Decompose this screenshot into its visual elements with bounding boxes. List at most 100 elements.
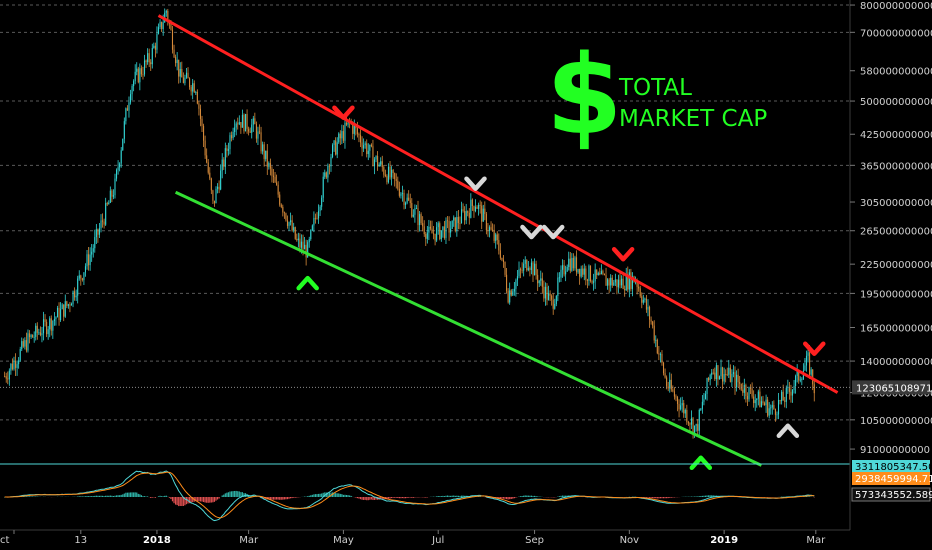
- candle-body: [658, 353, 660, 355]
- indicator-histogram-bar: [314, 494, 317, 497]
- indicator-histogram-bar: [280, 497, 282, 500]
- candle-body: [440, 230, 442, 240]
- indicator-histogram-bar: [89, 496, 91, 497]
- candle-body: [252, 118, 254, 125]
- candle-body: [342, 131, 344, 141]
- candle-body: [689, 423, 691, 425]
- candle-body: [204, 140, 206, 156]
- candle-body: [380, 161, 382, 165]
- candle-body: [622, 278, 624, 290]
- indicator-histogram-bar: [117, 495, 119, 497]
- y-tick-label: 105000000000: [860, 416, 932, 427]
- candle-body: [669, 379, 671, 389]
- candle-body: [485, 213, 487, 231]
- candle-body: [366, 143, 368, 155]
- candle-body: [38, 332, 40, 334]
- candle-body: [732, 372, 734, 374]
- indicator-histogram-bar: [662, 497, 665, 499]
- candle-body: [280, 204, 282, 207]
- candle-body: [159, 21, 161, 28]
- candle-body: [697, 424, 699, 431]
- indicator-histogram-bar: [190, 497, 192, 503]
- candle-body: [718, 376, 721, 380]
- candle-body: [714, 372, 716, 380]
- candle-body: [580, 268, 582, 277]
- marker-chevron-down-icon: [541, 224, 565, 240]
- candle-body: [331, 145, 334, 158]
- candle-body: [328, 165, 330, 167]
- candle-body: [765, 399, 767, 406]
- candle-body: [672, 389, 674, 392]
- candle-body: [237, 123, 239, 125]
- candle-body: [143, 60, 146, 75]
- candle-body: [249, 131, 251, 133]
- indicator-histogram-bar: [101, 495, 104, 497]
- indicator-histogram-bar: [176, 497, 178, 506]
- candle-body: [610, 277, 612, 286]
- indicator-histogram-bar: [30, 496, 32, 497]
- indicator-histogram-bar: [195, 497, 197, 502]
- candle-body: [467, 211, 469, 213]
- candle-body: [661, 353, 663, 363]
- indicator-histogram-bar: [457, 495, 460, 497]
- candle-body: [627, 274, 629, 290]
- candle-body: [325, 172, 327, 178]
- candle-body: [698, 409, 700, 431]
- indicator-histogram-bar: [390, 497, 393, 499]
- indicator-histogram-bar: [142, 496, 144, 497]
- indicator-histogram-bar: [296, 497, 298, 498]
- candle-body: [568, 258, 570, 267]
- indicator-badge: [852, 472, 930, 485]
- candle-body: [210, 178, 212, 191]
- candle-body: [412, 214, 414, 217]
- indicator-histogram-bar: [526, 495, 528, 497]
- indicator-histogram-bar: [230, 491, 233, 497]
- indicator-histogram-bar: [192, 497, 194, 503]
- candle-body: [192, 83, 194, 92]
- candle-body: [133, 81, 135, 87]
- candle-body: [223, 159, 225, 167]
- indicator-histogram-bar: [109, 495, 111, 497]
- candle-body: [534, 263, 536, 276]
- candle-body: [375, 156, 377, 160]
- candle-body: [516, 276, 519, 281]
- candle-body: [436, 227, 438, 241]
- candle-body: [684, 409, 686, 414]
- candle-body: [703, 399, 705, 402]
- candle-body: [530, 262, 532, 270]
- indicator-histogram-bar: [659, 497, 662, 499]
- candle-body: [119, 163, 121, 168]
- candle-body: [740, 383, 742, 390]
- candle-body: [254, 118, 256, 125]
- candle-body: [507, 290, 509, 303]
- indicator-histogram-bar: [670, 497, 672, 498]
- candle-body: [297, 238, 299, 241]
- candle-body: [484, 208, 486, 214]
- candle-body: [370, 144, 372, 147]
- candle-body: [308, 239, 310, 243]
- candle-body: [611, 277, 613, 286]
- candle-body: [251, 124, 253, 133]
- candle-body: [80, 275, 82, 279]
- indicator-histogram-bar: [178, 497, 180, 507]
- candle-body: [262, 144, 264, 152]
- candle-body: [217, 186, 219, 189]
- indicator-histogram-bar: [319, 493, 321, 497]
- indicator-histogram-bar: [147, 496, 149, 497]
- candle-body: [386, 176, 388, 183]
- candle-body: [720, 367, 722, 377]
- candle-body: [19, 349, 21, 361]
- candle-body: [55, 317, 57, 320]
- candle-body: [109, 190, 111, 203]
- indicator-histogram-bar: [666, 497, 668, 499]
- candle-body: [527, 268, 529, 271]
- indicator-histogram-bar: [566, 495, 568, 497]
- candle-body: [224, 148, 226, 167]
- candle-body: [591, 281, 593, 283]
- candle-body: [324, 172, 326, 177]
- y-tick-label: 580000000000: [860, 67, 932, 78]
- candle-body: [742, 389, 744, 393]
- candle-body: [760, 401, 762, 408]
- indicator-histogram-bar: [341, 494, 343, 497]
- indicator-histogram-bar: [202, 497, 205, 503]
